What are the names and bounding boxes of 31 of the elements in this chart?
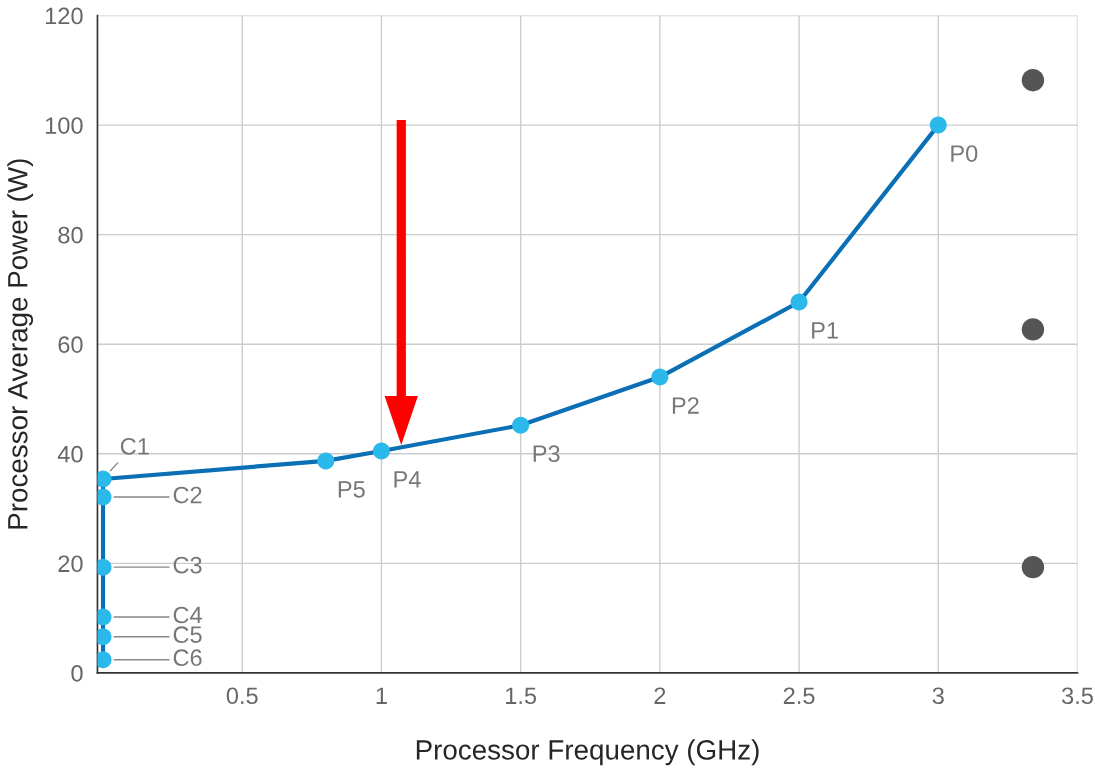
point bbox=[1021, 68, 1045, 92]
x-tick-label: 3.5 bbox=[1061, 687, 1093, 705]
annotation: C5 bbox=[173, 626, 202, 644]
point bbox=[1021, 555, 1045, 579]
y-tick-label: 40 bbox=[57, 445, 83, 463]
x-tick-label: 3 bbox=[932, 687, 944, 705]
annotation: P5 bbox=[338, 481, 365, 498]
y-tick-label: 100 bbox=[45, 117, 83, 134]
annotation: P2 bbox=[672, 397, 699, 414]
y-tick-label: 60 bbox=[58, 336, 83, 353]
annotation: P4 bbox=[394, 471, 421, 488]
x-tick-label: 2.5 bbox=[783, 687, 815, 705]
annotation: P0 bbox=[951, 145, 978, 162]
annotation: C6 bbox=[173, 649, 202, 667]
x-tick-label: 1.5 bbox=[506, 687, 537, 705]
y-tick-label: 0 bbox=[71, 664, 83, 682]
y-tick-label: 80 bbox=[58, 226, 83, 244]
annotation: C4 bbox=[173, 606, 202, 624]
x-tick-label: 0.5 bbox=[226, 687, 258, 705]
x-tick-label: 1 bbox=[376, 687, 387, 704]
y-axis-title: Processor Average Power (W) bbox=[7, 159, 34, 529]
annotation: C1 bbox=[120, 438, 149, 455]
point bbox=[1021, 318, 1045, 341]
annotation: C2 bbox=[173, 486, 202, 504]
x-axis-title: Processor Frequency (GHz) bbox=[416, 739, 759, 766]
annotation: P1 bbox=[812, 322, 838, 339]
annotation: C3 bbox=[173, 556, 202, 574]
annotation: P3 bbox=[533, 445, 560, 463]
y-tick-label: 20 bbox=[58, 555, 83, 573]
x-tick-label: 2 bbox=[654, 687, 666, 704]
y-tick-label: 120 bbox=[45, 7, 83, 25]
